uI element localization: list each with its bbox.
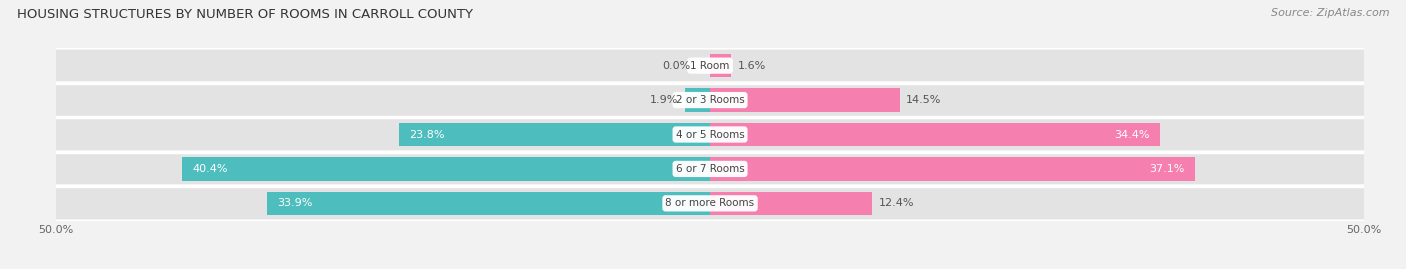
- Bar: [56, 50, 1364, 81]
- Bar: [685, 88, 710, 112]
- Bar: [710, 88, 900, 112]
- Text: 4 or 5 Rooms: 4 or 5 Rooms: [676, 129, 744, 140]
- Bar: [56, 119, 1364, 150]
- Text: 6 or 7 Rooms: 6 or 7 Rooms: [676, 164, 744, 174]
- Text: 1.9%: 1.9%: [650, 95, 679, 105]
- Bar: [710, 192, 872, 215]
- Text: 8 or more Rooms: 8 or more Rooms: [665, 198, 755, 208]
- Bar: [710, 157, 1195, 181]
- Bar: [710, 54, 731, 77]
- Text: 40.4%: 40.4%: [193, 164, 228, 174]
- Bar: [181, 157, 710, 181]
- Text: 37.1%: 37.1%: [1149, 164, 1185, 174]
- Text: 1.6%: 1.6%: [738, 61, 766, 71]
- Text: Source: ZipAtlas.com: Source: ZipAtlas.com: [1271, 8, 1389, 18]
- Text: 12.4%: 12.4%: [879, 198, 914, 208]
- Text: 14.5%: 14.5%: [905, 95, 942, 105]
- Text: 23.8%: 23.8%: [409, 129, 444, 140]
- Bar: [399, 123, 710, 146]
- Bar: [56, 153, 1364, 185]
- Bar: [267, 192, 710, 215]
- Bar: [56, 84, 1364, 116]
- Text: 2 or 3 Rooms: 2 or 3 Rooms: [676, 95, 744, 105]
- Text: 0.0%: 0.0%: [662, 61, 690, 71]
- Bar: [710, 123, 1160, 146]
- Text: 1 Room: 1 Room: [690, 61, 730, 71]
- Bar: [56, 188, 1364, 219]
- Text: HOUSING STRUCTURES BY NUMBER OF ROOMS IN CARROLL COUNTY: HOUSING STRUCTURES BY NUMBER OF ROOMS IN…: [17, 8, 472, 21]
- Text: 33.9%: 33.9%: [277, 198, 312, 208]
- Text: 34.4%: 34.4%: [1114, 129, 1149, 140]
